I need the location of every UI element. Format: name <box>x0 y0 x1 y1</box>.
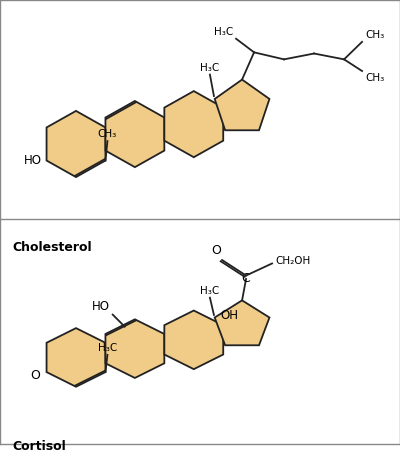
Polygon shape <box>46 328 106 387</box>
Text: HO: HO <box>24 154 42 167</box>
Text: H₃C: H₃C <box>214 27 233 37</box>
Text: Cortisol: Cortisol <box>12 440 66 453</box>
Text: Cholesterol: Cholesterol <box>12 241 92 254</box>
Text: CH₃: CH₃ <box>365 30 384 40</box>
Text: CH₃: CH₃ <box>365 73 384 83</box>
Text: CH₃: CH₃ <box>98 129 117 139</box>
Text: H₃C: H₃C <box>200 63 220 73</box>
Text: O: O <box>211 244 221 256</box>
Text: O: O <box>31 369 40 382</box>
Text: H₃C: H₃C <box>98 343 117 353</box>
Polygon shape <box>215 79 270 130</box>
Polygon shape <box>215 300 270 345</box>
Text: C: C <box>242 272 250 285</box>
Polygon shape <box>164 311 223 369</box>
Text: H₃C: H₃C <box>200 286 220 296</box>
Text: HO: HO <box>92 300 110 313</box>
Polygon shape <box>106 101 164 167</box>
Polygon shape <box>164 91 223 157</box>
Text: CH₂OH: CH₂OH <box>275 256 310 266</box>
Text: OH: OH <box>221 309 239 322</box>
Polygon shape <box>46 111 106 177</box>
Polygon shape <box>106 319 164 378</box>
